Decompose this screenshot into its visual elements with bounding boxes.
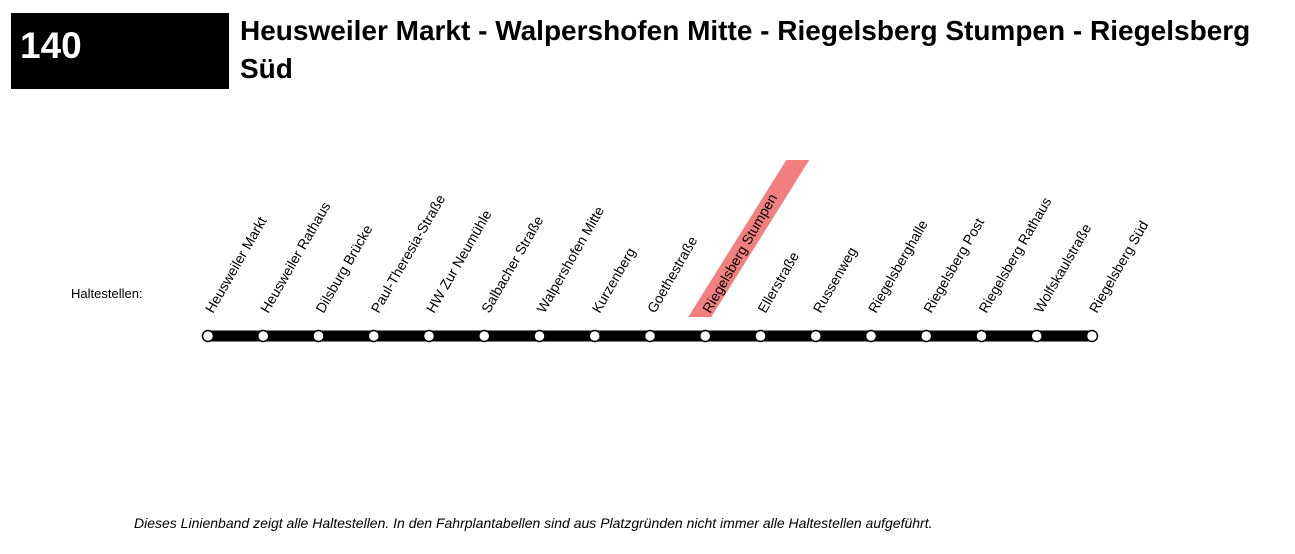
stop-marker [809,329,822,343]
stop-label: Dilsburg Brücke [312,222,375,316]
stop-label: Kurzenberg [588,245,638,316]
stop-marker [643,329,657,343]
stop-label: Salbacher Straße [478,213,546,316]
stop-marker [588,329,601,343]
stop-marker [533,329,546,343]
stop-marker [422,329,436,343]
stop-marker [257,329,270,343]
stops-label: Haltestellen: [71,286,143,301]
stop-marker [201,329,215,343]
stop-marker [367,329,380,343]
stop-label: Heusweiler Markt [202,214,270,316]
stop-label: Goethestraße [644,233,701,315]
stop-marker [754,329,767,343]
stop-label: Ellerstraße [754,249,802,316]
stop-label: Riegelsberg Süd [1086,218,1152,316]
stop-label: Russenweg [809,244,859,315]
stop-markers [201,329,1099,343]
stop-marker [920,329,933,343]
route-title: Heusweiler Markt - Walpershofen Mitte - … [240,15,1251,84]
stop-marker [699,329,712,343]
footnote: Dieses Linienband zeigt alle Haltestelle… [134,515,933,531]
stop-label: Riegelsberghalle [865,217,931,316]
stop-marker [1085,329,1099,343]
highlight-layer [688,160,810,317]
stop-marker [1030,329,1043,343]
stop-label: Riegelsberg Post [920,215,987,315]
highlight-band [688,160,810,317]
stop-marker [975,329,988,343]
line-number-badge: 140 [11,13,229,89]
stop-label: Wolfskaulstraße [1030,221,1094,316]
stop-marker [864,329,878,343]
stop-marker [478,329,491,343]
stop-marker [312,329,325,343]
